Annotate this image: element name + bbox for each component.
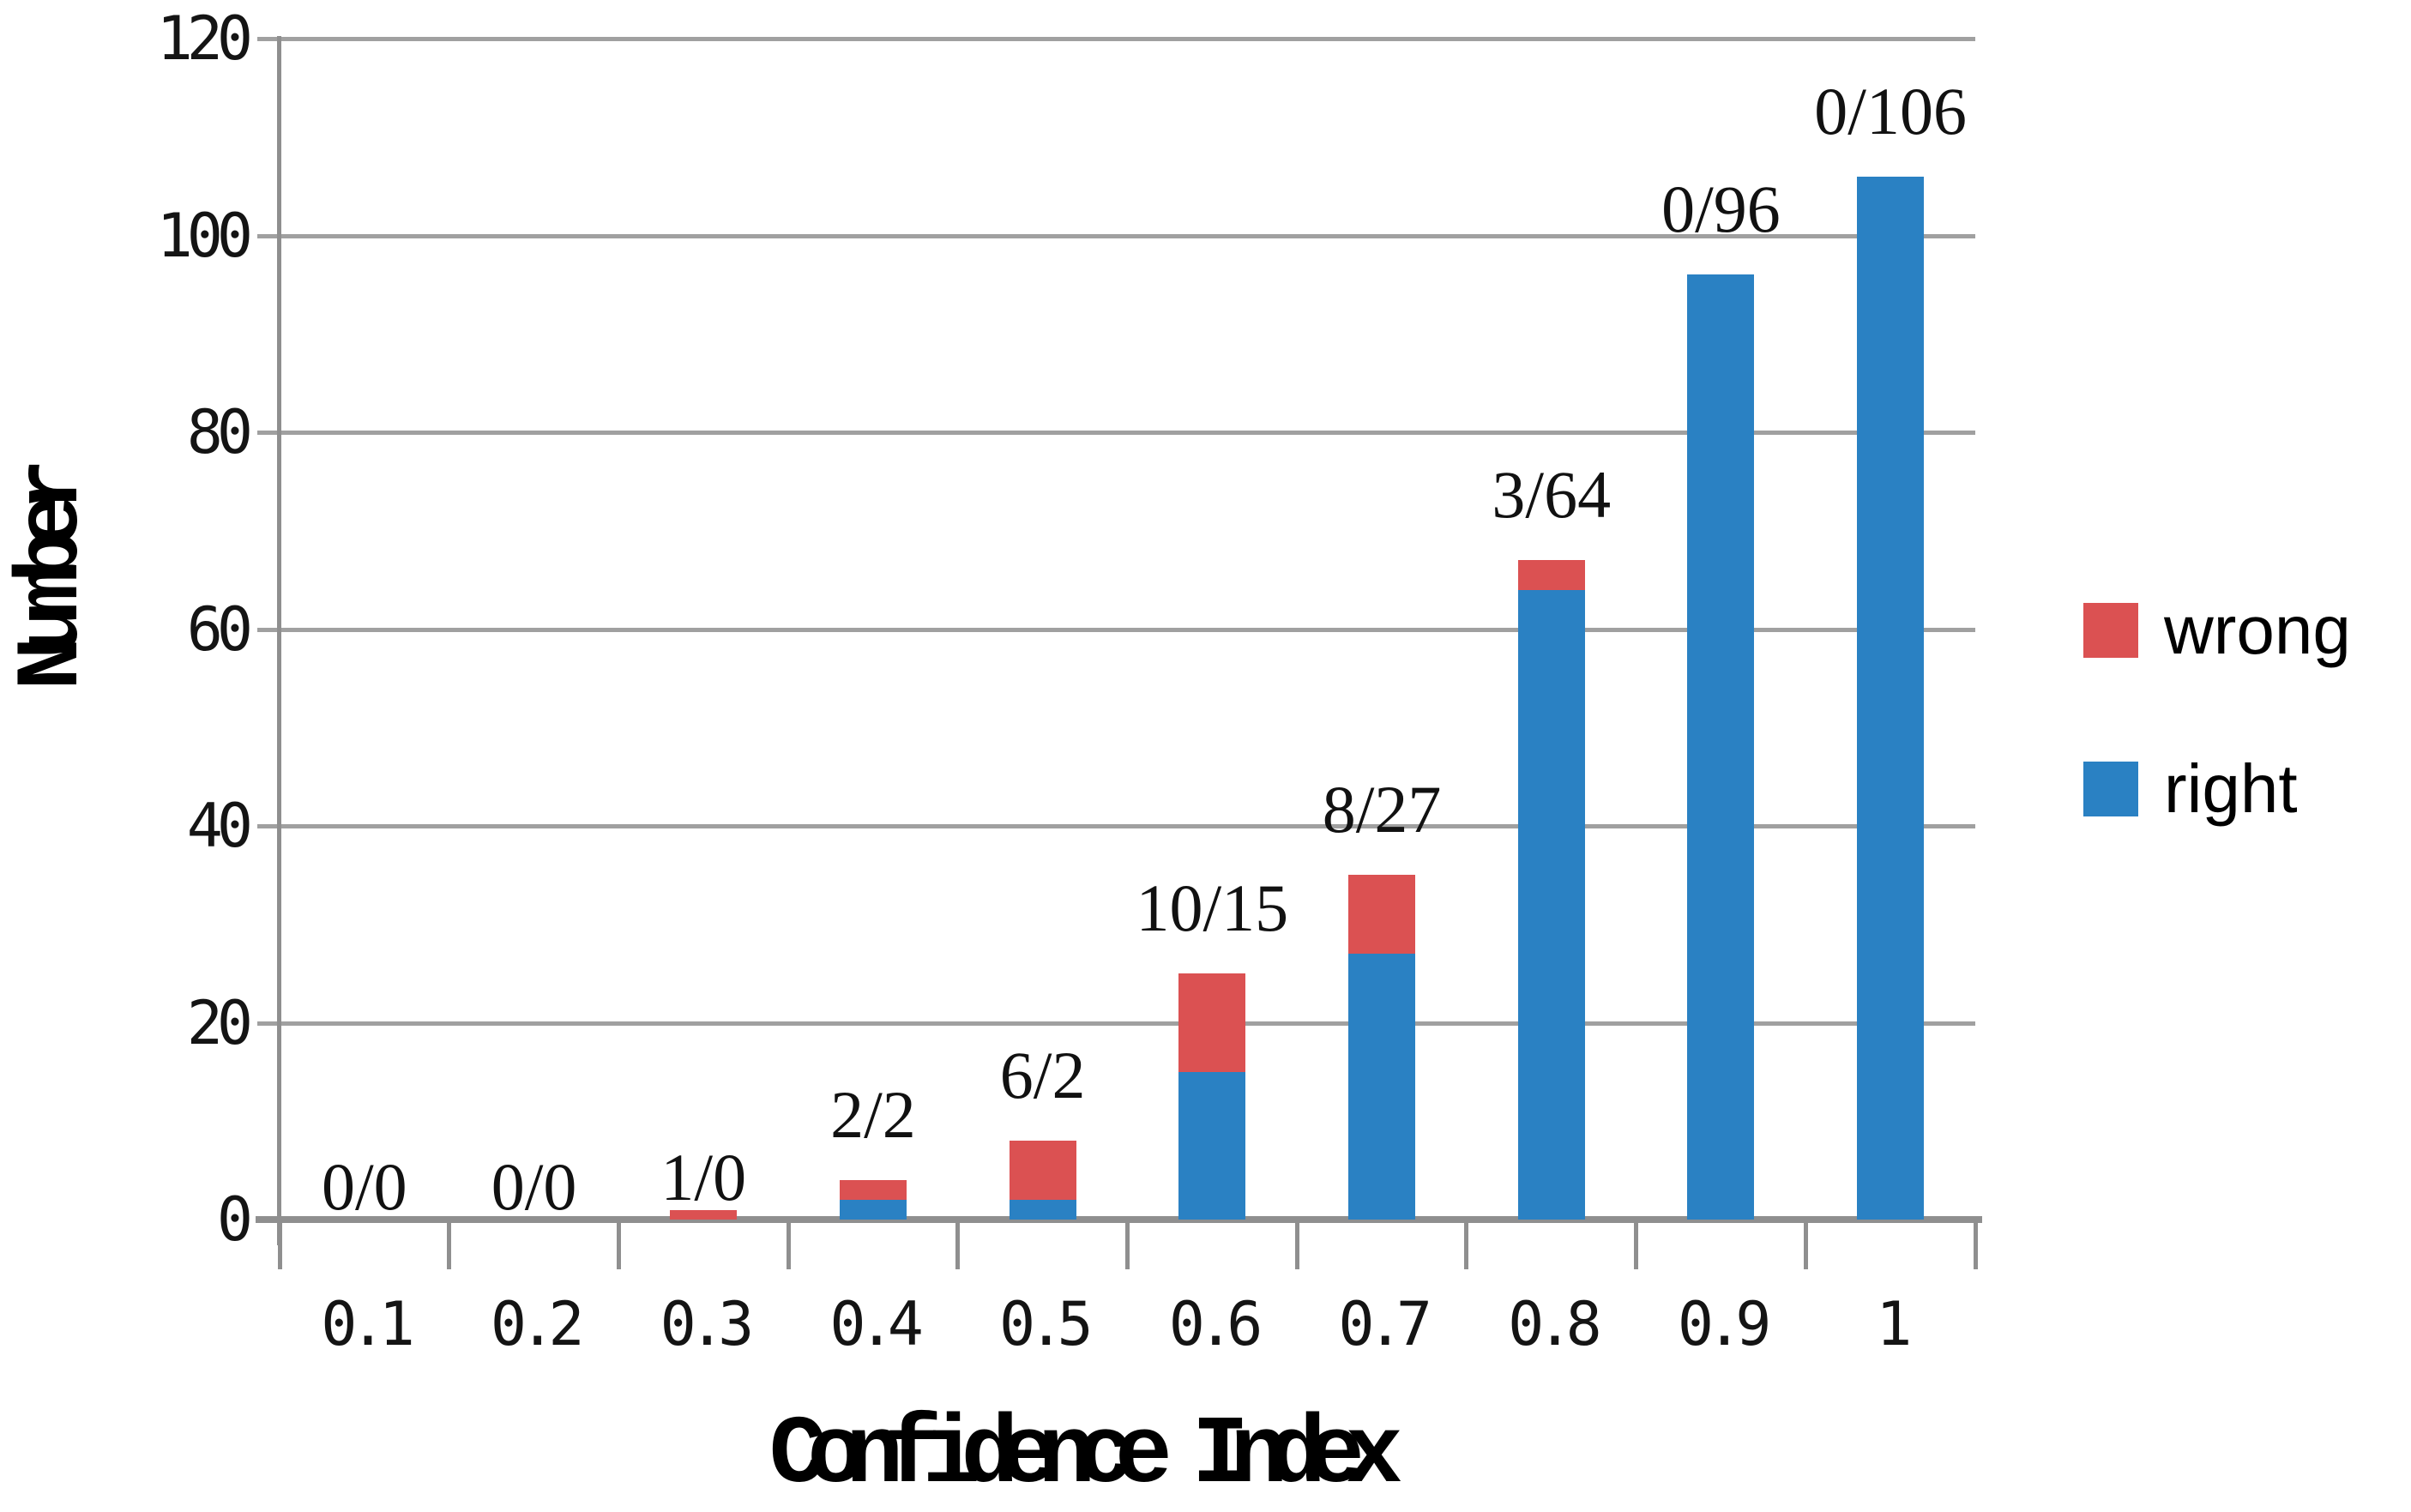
y-tick-label: 60 [186,593,253,665]
gridline-y-60 [257,627,1975,632]
bar [1178,0,1246,1220]
bar-segment-right [1857,176,1925,1220]
x-tick-label: 1 [1876,1289,1912,1359]
x-tick-label: 0.2 [490,1289,585,1359]
y-tick-label: 120 [156,3,253,74]
x-tick-mark [786,1220,791,1269]
bar [1687,0,1755,1220]
x-tick-mark [1125,1220,1130,1269]
x-tick-label: 0.1 [321,1289,415,1359]
bar [1348,0,1416,1220]
legend-label: wrong [2164,592,2351,668]
legend-label: right [2164,750,2298,827]
bar-value-label: 0/106 [1814,73,1967,148]
x-tick-mark [1973,1220,1978,1269]
bar-segment-wrong [1348,875,1416,955]
x-axis-title: Confidence Index [769,1401,1403,1510]
y-tick-label: 20 [186,987,253,1058]
gridline-y-100 [257,233,1975,238]
bar [839,0,907,1220]
legend-swatch-right [2083,762,2138,816]
gridline-y-40 [257,824,1975,828]
bar-segment-wrong [1178,973,1246,1072]
bar [1517,0,1585,1220]
bar-value-label: 6/2 [999,1038,1086,1113]
bar-segment-wrong [839,1180,907,1201]
bar [501,0,568,1220]
x-tick-mark [616,1220,621,1269]
x-tick-mark [447,1220,452,1269]
bar [331,0,398,1220]
bar [670,0,738,1220]
bar-value-label: 0/96 [1661,172,1781,247]
bar-value-label: 1/0 [660,1139,747,1214]
bar [1009,0,1076,1220]
bar-value-label: 8/27 [1322,772,1442,847]
x-tick-mark [955,1220,961,1269]
bar-value-label: 3/64 [1492,457,1612,533]
x-tick-label: 0.9 [1677,1289,1772,1359]
bar-segment-right [1009,1200,1076,1220]
x-axis-line [256,1216,1982,1223]
bar [1857,0,1925,1220]
y-tick-label: 80 [186,397,253,467]
bar-value-label: 2/2 [830,1077,916,1153]
bar-value-label: 0/0 [491,1149,577,1224]
x-tick-mark [1294,1220,1299,1269]
x-tick-label: 0.4 [829,1289,924,1359]
y-tick-label: 40 [186,791,253,861]
bar-segment-right [839,1200,907,1220]
y-tick-label: 100 [156,200,253,271]
gridline-y-80 [257,431,1975,435]
x-tick-mark [277,1220,282,1269]
y-axis-line [277,36,281,1245]
y-axis-title: Number [3,476,104,690]
bar-segment-wrong [1517,560,1585,590]
bar-value-label: 10/15 [1136,870,1289,946]
bar-segment-wrong [670,1209,738,1220]
bar-segment-right [1178,1071,1246,1220]
gridline-y-120 [257,37,1975,41]
x-tick-label: 0.3 [660,1289,755,1359]
bar-value-label: 0/0 [322,1149,407,1224]
bar-segment-right [1348,954,1416,1220]
legend-swatch-wrong [2083,603,2138,658]
gridline-y-20 [257,1021,1975,1026]
bar-segment-right [1517,589,1585,1220]
x-tick-label: 0.6 [1168,1289,1263,1359]
x-tick-mark [1464,1220,1469,1269]
x-tick-label: 0.7 [1338,1289,1432,1359]
x-tick-mark [1803,1220,1808,1269]
bar-segment-wrong [1009,1141,1076,1201]
bar-segment-right [1687,274,1755,1220]
legend-item-right: right [2083,755,2298,823]
x-tick-mark [1634,1220,1639,1269]
x-tick-label: 0.5 [999,1289,1094,1359]
y-tick-label: 0 [216,1184,253,1255]
x-tick-label: 0.8 [1508,1289,1602,1359]
legend-item-wrong: wrong [2083,596,2351,665]
